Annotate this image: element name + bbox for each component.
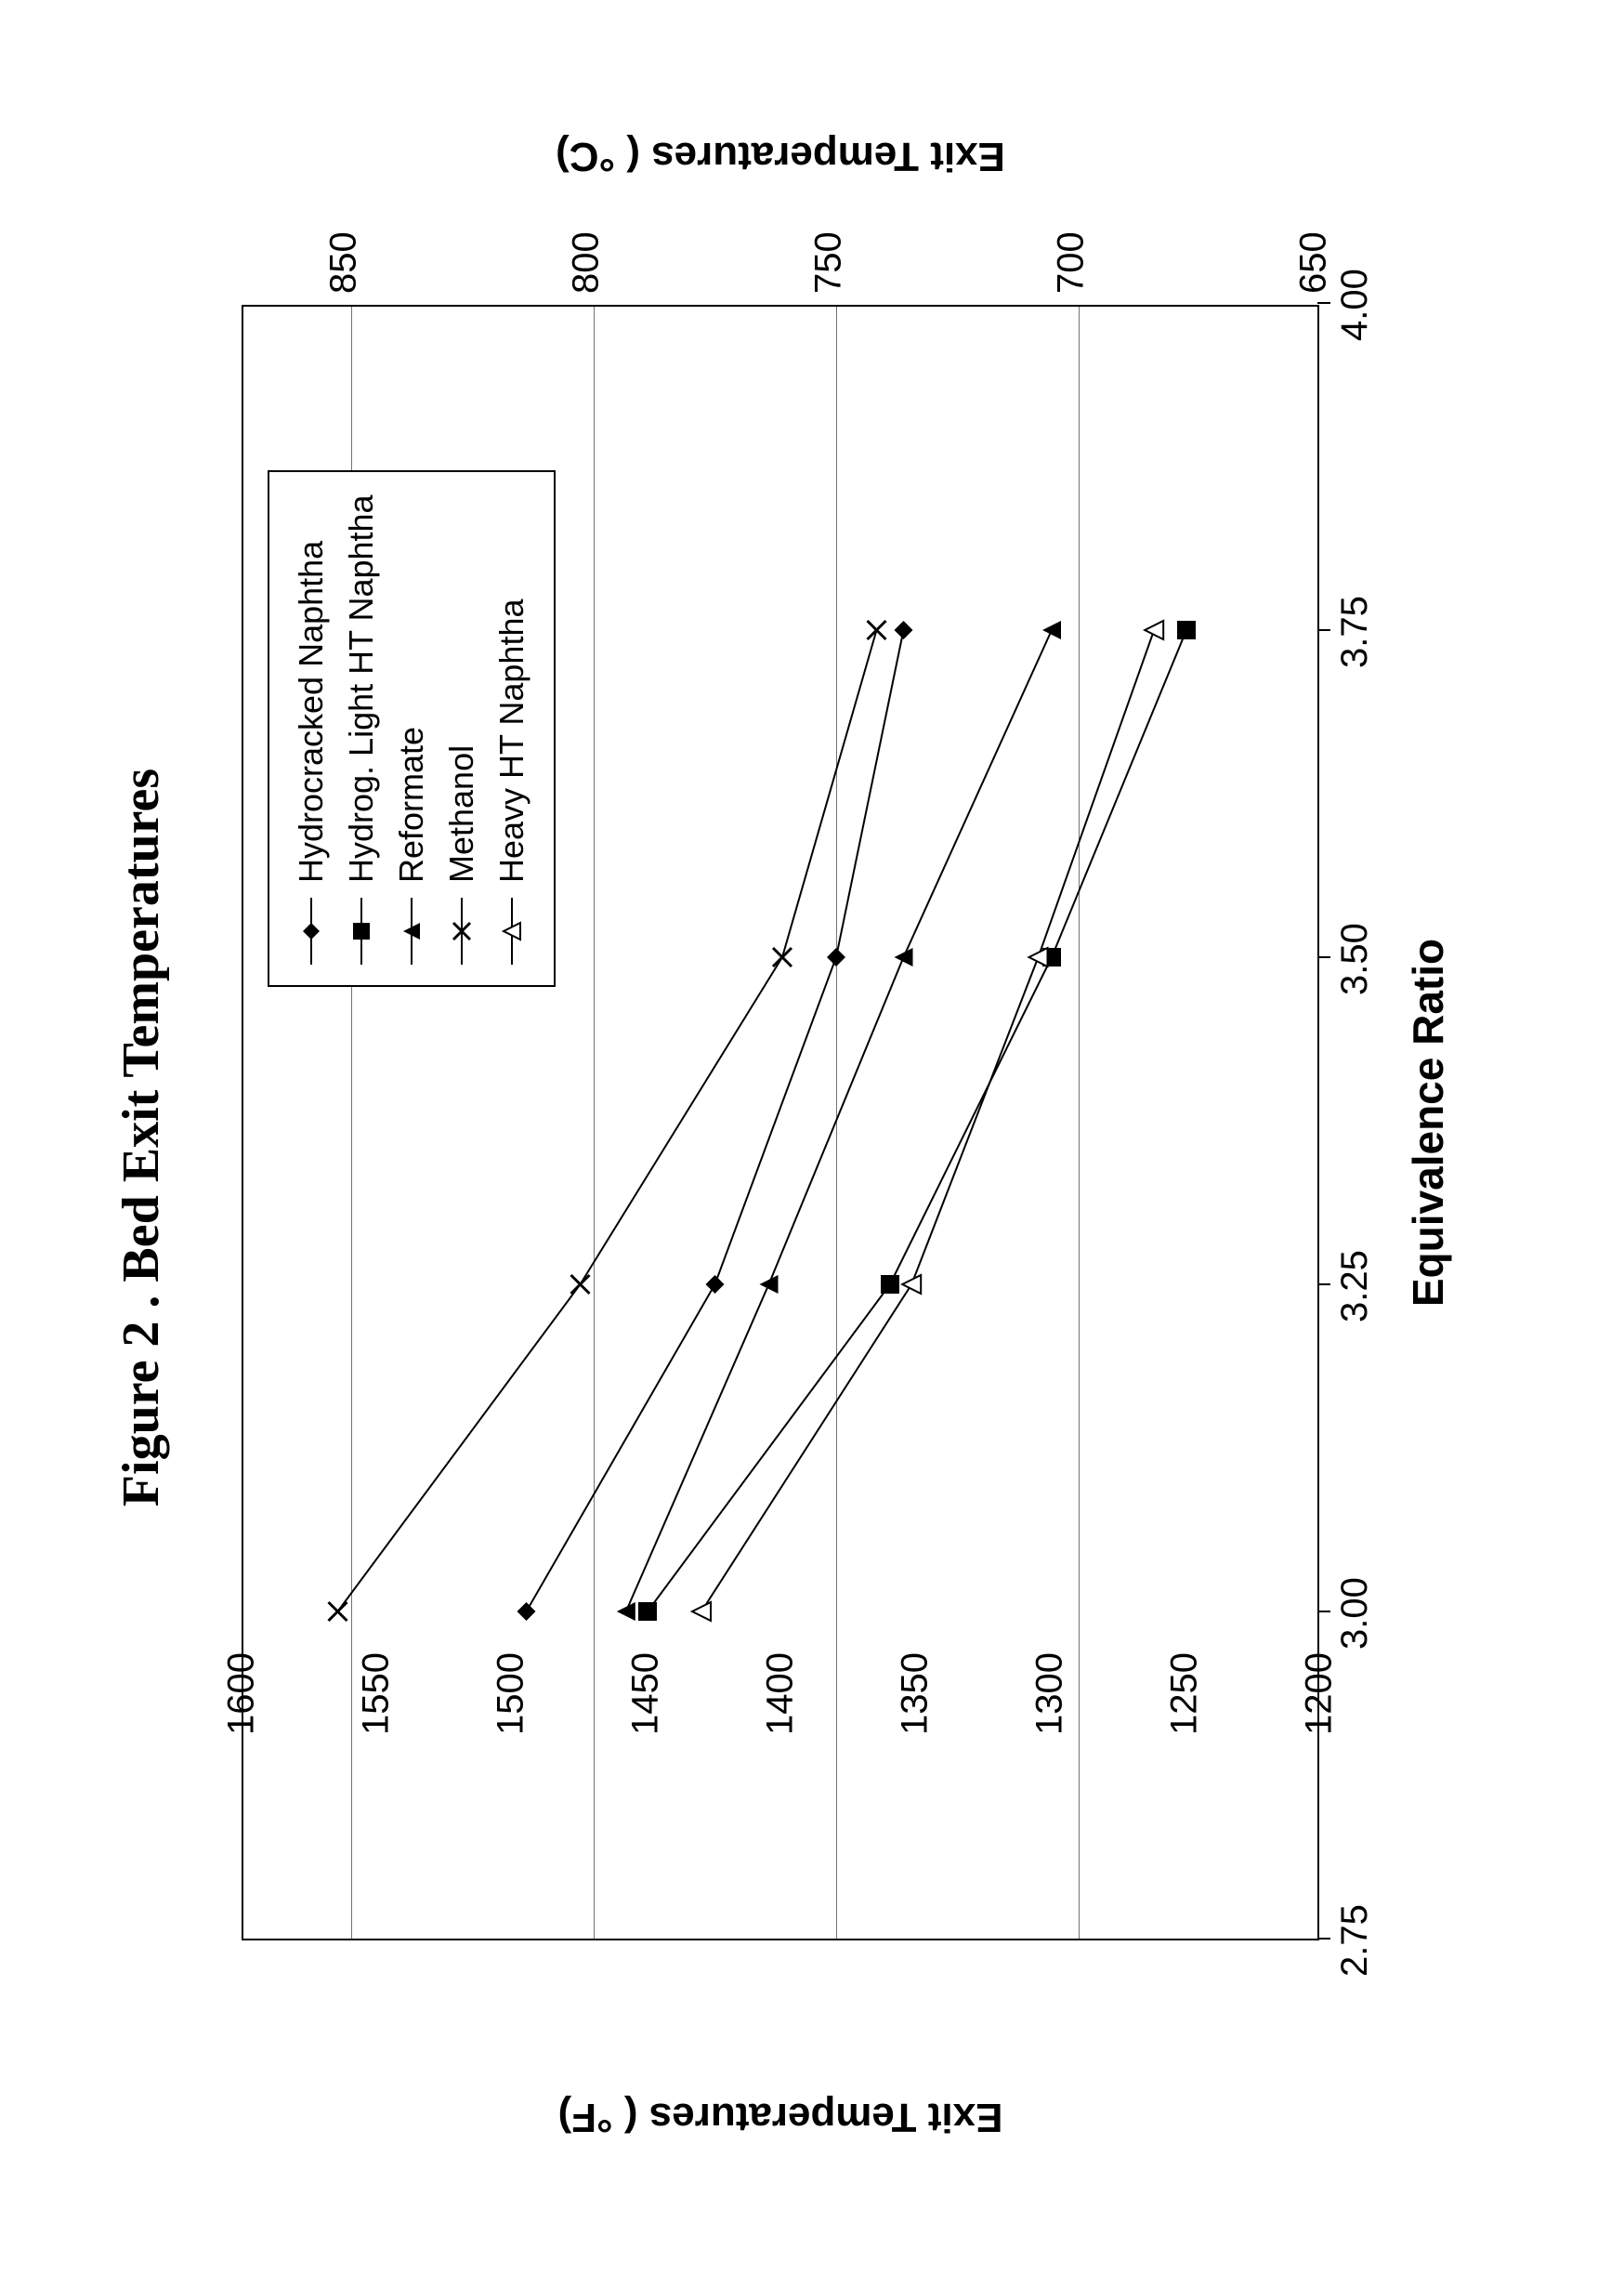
x-tick-label: 4.00 [1334,240,1376,370]
legend-label: Heavy HT Naphtha [492,599,531,884]
x-axis-label: Equivalence Ratio [1403,305,1453,1940]
y-tick-label-f: 1350 [895,1652,936,1764]
legend-item: Hydrocracked Naphtha [286,494,336,968]
legend: Hydrocracked Naphtha Hydrog. Light HT Nap… [268,470,556,987]
legend-marker-icon [393,894,430,968]
y-tick-label-f: 1400 [760,1652,802,1764]
legend-marker-icon [293,894,330,968]
chart-landscape-container: Figure 2 . Bed Exit Temperatures Exit Te… [0,0,1624,2275]
x-tick-label: 3.00 [1334,1548,1376,1678]
x-tick-label: 3.50 [1334,894,1376,1024]
y-axis-label-fahrenheit: Exit Temperatures ( °F) [558,2094,1003,2140]
figure-title: Figure 2 . Bed Exit Temperatures [111,0,171,2275]
x-tick-label: 2.75 [1334,1875,1376,2005]
y-tick-label-f: 1500 [491,1652,532,1764]
y-tick-label-f: 1250 [1164,1652,1206,1764]
legend-item: Reformate [386,494,437,968]
legend-marker-icon [443,894,480,968]
y-tick-label-c: 700 [1051,182,1093,294]
legend-label: Methanol [442,745,481,883]
y-tick-label-f: 1550 [356,1652,398,1764]
y-tick-label-c: 750 [808,182,850,294]
y-tick-label-f: 1300 [1029,1652,1071,1764]
x-tick-label: 3.25 [1334,1221,1376,1351]
y-tick-label-f: 1600 [221,1652,263,1764]
y-tick-label-c: 850 [323,182,365,294]
legend-label: Hydrog. Light HT Naphtha [342,494,381,883]
x-tick-label: 3.75 [1334,567,1376,697]
legend-label: Hydrocracked Naphtha [292,541,331,883]
legend-marker-icon [493,894,530,968]
y-tick-label-f: 1450 [625,1652,667,1764]
y-tick-label-c: 650 [1293,182,1335,294]
legend-marker-icon [343,894,380,968]
legend-item: Hydrog. Light HT Naphtha [336,494,386,968]
legend-item: Methanol [437,494,487,968]
y-tick-label-c: 800 [566,182,608,294]
legend-item: Heavy HT Naphtha [487,494,537,968]
y-axis-label-celsius: Exit Temperatures ( °C) [556,133,1005,179]
page: Figure 2 . Bed Exit Temperatures Exit Te… [0,0,1624,2275]
legend-label: Reformate [392,727,431,883]
